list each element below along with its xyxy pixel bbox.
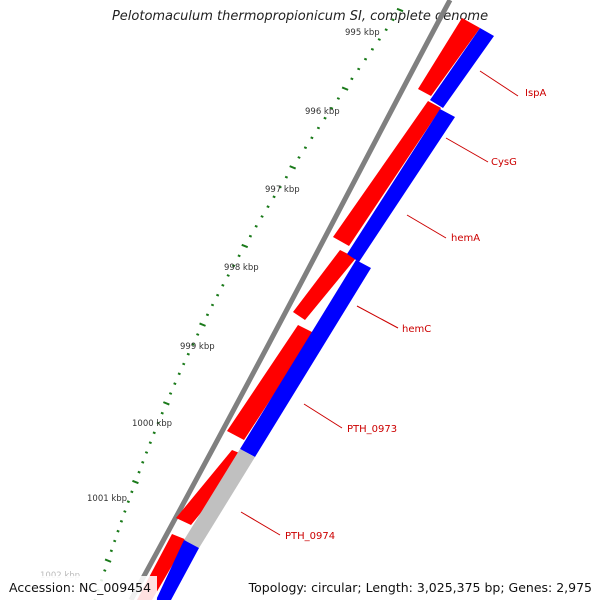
ruler-label: 999 kbp xyxy=(180,342,215,352)
gene-leader-line xyxy=(479,70,519,97)
accession-label: Accession: NC_009454 xyxy=(3,576,158,600)
gene-arrow-3[interactable] xyxy=(293,250,356,320)
forward-strand-track xyxy=(137,18,480,600)
ruler-major-tick xyxy=(104,558,112,563)
ruler-minor-tick xyxy=(350,77,354,81)
gene-label-cysg[interactable]: CysG xyxy=(491,157,517,168)
ruler-minor-tick xyxy=(123,510,127,513)
ruler-minor-tick xyxy=(186,352,190,356)
ruler-minor-tick xyxy=(177,372,181,376)
ruler-minor-tick xyxy=(310,136,314,140)
gene-leader-line xyxy=(445,137,489,163)
ruler-minor-tick xyxy=(357,67,361,71)
ruler-minor-tick xyxy=(377,38,381,41)
gene-leader-line xyxy=(356,305,399,329)
ruler-major-tick xyxy=(396,7,404,13)
ruler-minor-tick xyxy=(148,441,152,445)
ruler-minor-tick xyxy=(370,47,375,51)
ruler-minor-tick xyxy=(210,303,215,307)
gene-arrow-r3[interactable] xyxy=(240,260,371,457)
ruler-label: 997 kbp xyxy=(265,185,300,195)
ruler-minor-tick xyxy=(254,224,258,228)
gene-label-pth_0974[interactable]: PTH_0974 xyxy=(285,531,335,542)
ruler-minor-tick xyxy=(152,431,156,435)
ruler-minor-tick xyxy=(284,175,289,179)
ruler-minor-tick xyxy=(231,264,236,268)
ruler-minor-tick xyxy=(221,283,225,287)
ruler-minor-tick xyxy=(278,185,282,189)
ruler-minor-tick xyxy=(173,382,177,386)
ruler-minor-tick xyxy=(226,274,230,277)
ruler-major-tick xyxy=(132,479,139,485)
ruler-minor-tick xyxy=(266,205,270,209)
ruler-label: 1000 kbp xyxy=(132,419,172,429)
ruler-minor-tick xyxy=(141,460,145,464)
ruler-minor-tick xyxy=(109,549,113,553)
ruler-major-tick xyxy=(341,86,349,91)
ruler-minor-tick xyxy=(196,333,200,336)
ruler-minor-tick xyxy=(113,539,117,543)
gene-labels: IspA CysG hemA hemC PTH_0973 PTH_0974 xyxy=(240,70,547,542)
ruler-major-tick xyxy=(289,165,297,170)
ruler-minor-tick xyxy=(191,342,195,346)
gene-label-pth_0973[interactable]: PTH_0973 xyxy=(347,424,397,435)
ruler-minor-tick xyxy=(237,254,241,258)
ruler-minor-tick xyxy=(103,569,107,572)
ruler-major-tick xyxy=(162,401,170,406)
backbone-line xyxy=(128,0,453,600)
ruler-minor-tick xyxy=(330,106,334,110)
ruler-minor-tick xyxy=(248,234,253,238)
gene-arrow-r2[interactable] xyxy=(347,109,455,262)
ruler-minor-tick xyxy=(272,195,276,199)
gene-label-ispa[interactable]: IspA xyxy=(525,88,547,99)
ruler-minor-tick xyxy=(160,411,164,415)
ruler-minor-tick xyxy=(116,529,120,533)
gene-arrow-1[interactable] xyxy=(418,18,480,96)
gene-label-hemc[interactable]: hemC xyxy=(402,324,431,335)
ruler-minor-tick xyxy=(384,28,388,32)
ruler-minor-tick xyxy=(323,116,327,120)
ruler-minor-tick xyxy=(119,519,124,523)
ruler-minor-tick xyxy=(336,97,340,100)
ruler-minor-tick xyxy=(363,57,368,61)
ruler-minor-tick xyxy=(297,156,301,159)
gene-label-hema[interactable]: hemA xyxy=(451,233,480,244)
ruler-label: 996 kbp xyxy=(305,107,340,117)
gene-arrow-r4[interactable] xyxy=(156,540,199,600)
ruler-minor-tick xyxy=(205,313,210,317)
ruler-label: 995 kbp xyxy=(345,28,380,38)
gene-leader-line xyxy=(406,214,447,239)
pseudo-region[interactable] xyxy=(184,449,255,548)
ruler-minor-tick xyxy=(182,362,186,366)
ruler-minor-tick xyxy=(144,451,149,454)
ruler-minor-tick xyxy=(168,392,173,395)
ruler-major-tick xyxy=(199,322,206,327)
gene-leader-line xyxy=(303,403,343,429)
reverse-strand-track xyxy=(156,28,494,600)
ruler-minor-tick xyxy=(260,215,264,218)
gene-arrow-r1[interactable] xyxy=(430,28,494,108)
ruler-minor-tick xyxy=(137,470,141,474)
genome-stats-label: Topology: circular; Length: 3,025,375 bp… xyxy=(242,576,598,600)
gene-arrow-4[interactable] xyxy=(227,325,314,440)
ruler-minor-tick xyxy=(303,146,308,150)
ruler-minor-tick xyxy=(391,18,395,22)
ruler-label: 1001 kbp xyxy=(87,494,127,504)
gene-arrow-2[interactable] xyxy=(333,101,441,246)
ruler-minor-tick xyxy=(156,421,160,425)
ruler-minor-tick xyxy=(130,490,134,494)
ruler-minor-tick xyxy=(126,500,130,504)
ruler-label: 998 kbp xyxy=(224,263,259,273)
ruler-minor-tick xyxy=(216,293,220,297)
gene-leader-line xyxy=(240,511,281,536)
ruler-major-tick xyxy=(241,243,249,249)
ruler-minor-tick xyxy=(316,126,321,130)
